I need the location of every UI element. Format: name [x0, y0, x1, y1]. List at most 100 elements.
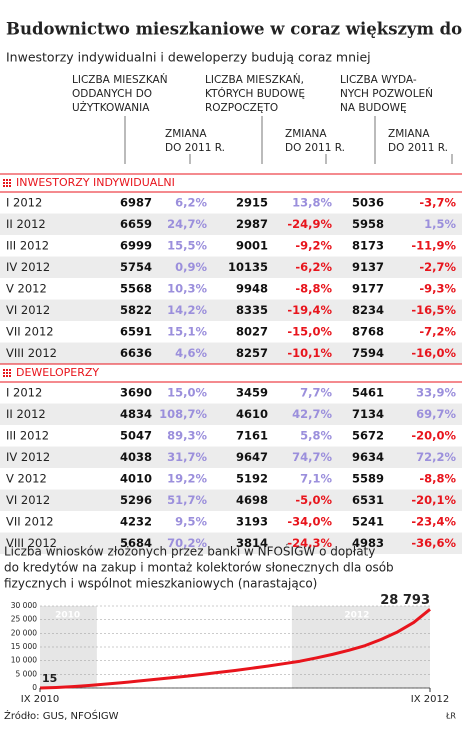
row-label: IV 2012: [6, 260, 50, 274]
count-value: 4038: [120, 450, 152, 464]
change-value: 7,1%: [300, 471, 332, 485]
column-label: LICZBA MIESZKAŃ,: [205, 73, 304, 86]
y-tick-label: 30 000: [11, 601, 37, 610]
y-tick-label: 5 000: [16, 669, 38, 678]
row-label: IV 2012: [6, 450, 50, 464]
section-icon: [6, 369, 8, 371]
y-tick-label: 15 000: [11, 642, 37, 651]
change-value: -5,0%: [295, 493, 332, 507]
year-label: 2010: [55, 611, 80, 621]
change-value: -2,7%: [419, 260, 456, 274]
count-value: 6591: [120, 324, 152, 338]
change-label: ZMIANA: [285, 128, 327, 140]
row-label: III 2012: [6, 238, 49, 252]
change-value: -24,3%: [287, 536, 332, 550]
change-value: -36,6%: [411, 536, 456, 550]
section-icon: [3, 179, 5, 181]
change-value: 7,7%: [300, 385, 332, 399]
count-value: 4610: [236, 407, 268, 421]
change-value: 14,2%: [167, 303, 207, 317]
count-value: 9634: [352, 450, 384, 464]
change-value: 9,5%: [175, 514, 207, 528]
row-label: II 2012: [6, 217, 46, 231]
count-value: 3193: [236, 514, 268, 528]
section-icon: [9, 369, 11, 371]
row-label: II 2012: [6, 407, 46, 421]
change-label: DO 2011 R.: [388, 142, 448, 154]
count-value: 3690: [120, 385, 152, 399]
count-value: 6636: [120, 346, 152, 360]
section-icon: [3, 369, 5, 371]
change-label: DO 2011 R.: [285, 142, 345, 154]
row-label: VII 2012: [6, 324, 54, 338]
section-icon: [6, 185, 8, 187]
column-label: UŻYTKOWANIA: [72, 101, 150, 114]
count-value: 5568: [120, 281, 152, 295]
change-value: -20,0%: [411, 428, 456, 442]
section-icon: [6, 179, 8, 181]
chart-title: fizycznych i wspólnot mieszkaniowych (na…: [4, 577, 317, 591]
row-label: I 2012: [6, 385, 42, 399]
count-value: 5192: [236, 471, 268, 485]
count-value: 9647: [236, 450, 268, 464]
change-label: ZMIANA: [165, 128, 207, 140]
row-band: [0, 532, 462, 554]
count-value: 6999: [120, 238, 152, 252]
change-value: -7,2%: [419, 324, 456, 338]
change-value: 6,2%: [175, 195, 207, 209]
section-icon: [9, 375, 11, 377]
change-value: -20,1%: [411, 493, 456, 507]
column-label: NYCH POZWOLEŃ: [340, 87, 433, 100]
row-label: VI 2012: [6, 303, 50, 317]
section-icon: [9, 179, 11, 181]
change-value: 74,7%: [292, 450, 332, 464]
section-icon: [9, 372, 11, 374]
change-value: 70,2%: [167, 536, 207, 550]
row-band: [0, 403, 462, 425]
count-value: 5672: [352, 428, 384, 442]
row-band: [0, 213, 462, 235]
count-value: 8768: [352, 324, 384, 338]
count-value: 6531: [352, 493, 384, 507]
change-value: 10,3%: [167, 281, 207, 295]
subtitle: Inwestorzy indywidualni i deweloperzy bu…: [6, 50, 371, 65]
y-tick-label: 25 000: [11, 615, 37, 624]
section-icon: [3, 372, 5, 374]
change-value: -23,4%: [411, 514, 456, 528]
change-value: 31,7%: [167, 450, 207, 464]
change-value: 69,7%: [416, 407, 456, 421]
count-value: 4232: [120, 514, 152, 528]
change-value: 15,0%: [167, 385, 207, 399]
row-label: VIII 2012: [6, 346, 57, 360]
change-value: -34,0%: [287, 514, 332, 528]
value-label: 28 793: [380, 593, 430, 608]
count-value: 4983: [352, 536, 384, 550]
section-icon: [6, 372, 8, 374]
y-tick-label: 10 000: [11, 656, 37, 665]
change-value: -16,0%: [411, 346, 456, 360]
change-label: DO 2011 R.: [165, 142, 225, 154]
column-label: ROZPOCZĘTO: [205, 102, 278, 114]
change-value: -3,7%: [419, 195, 456, 209]
y-tick-label: 20 000: [11, 628, 37, 637]
change-value: -16,5%: [411, 303, 456, 317]
count-value: 9177: [352, 281, 384, 295]
section-title: INWESTORZY INDYWIDUALNI: [16, 176, 175, 189]
row-label: V 2012: [6, 471, 47, 485]
change-value: 15,5%: [167, 238, 207, 252]
count-value: 5589: [352, 471, 384, 485]
count-value: 4698: [236, 493, 268, 507]
change-value: -9,3%: [419, 281, 456, 295]
y-tick-label: 0: [32, 683, 37, 692]
count-value: 5241: [352, 514, 384, 528]
column-label: LICZBA WYDA-: [340, 74, 417, 86]
row-label: VII 2012: [6, 514, 54, 528]
year-label: 2012: [344, 611, 369, 621]
change-value: 108,7%: [159, 407, 207, 421]
count-value: 8027: [236, 324, 268, 338]
column-label: LICZBA MIESZKAŃ: [72, 73, 168, 86]
section-icon: [3, 182, 5, 184]
count-value: 5296: [120, 493, 152, 507]
section-title: DEWELOPERZY: [16, 366, 99, 379]
count-value: 8173: [352, 238, 384, 252]
